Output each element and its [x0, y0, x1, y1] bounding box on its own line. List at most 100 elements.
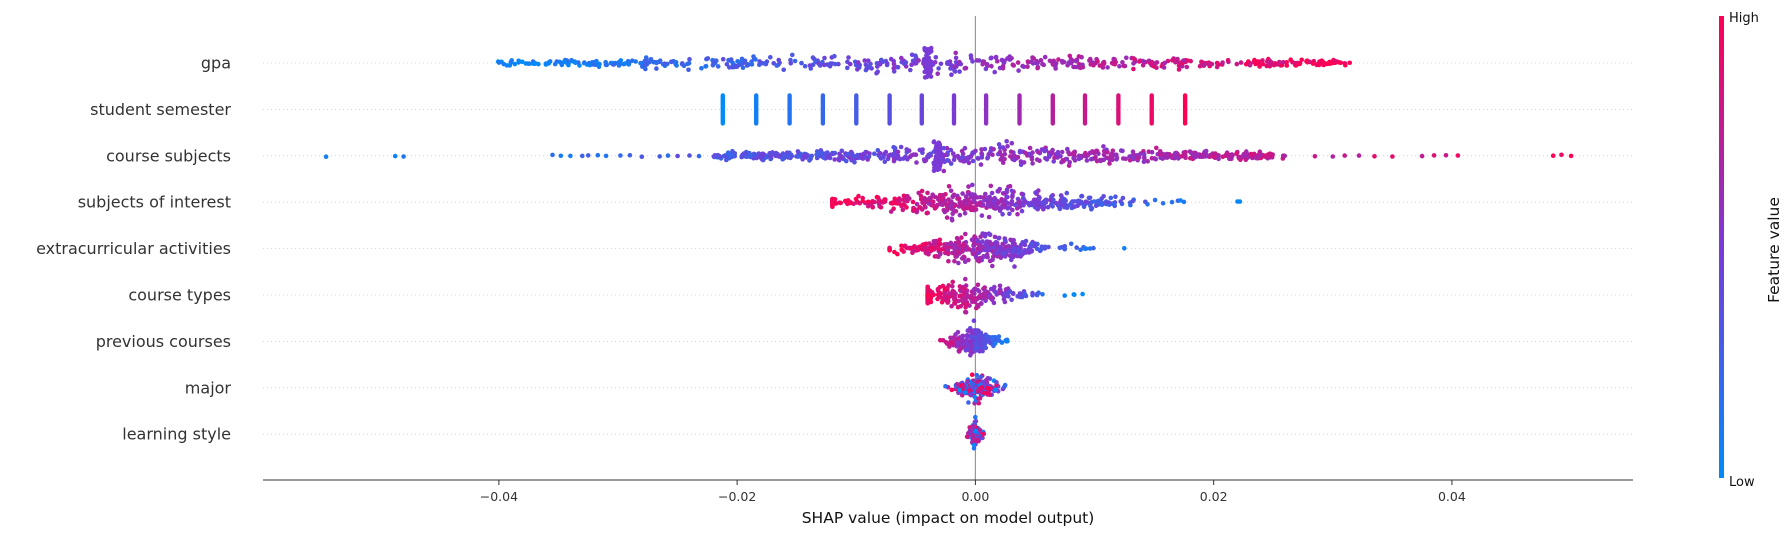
data-point: [1188, 155, 1193, 161]
data-point: [989, 295, 994, 300]
x-tick-label: 0.02: [1200, 489, 1228, 504]
data-point: [1443, 153, 1449, 158]
data-point: [848, 61, 853, 67]
data-point: [917, 147, 923, 153]
data-point: [392, 153, 398, 159]
data-point: [559, 62, 565, 68]
data-point: [930, 292, 935, 298]
data-point: [1012, 241, 1017, 247]
data-point: [937, 144, 943, 149]
data-point: [955, 196, 960, 201]
data-point: [906, 148, 912, 153]
data-point: [745, 61, 750, 67]
data-point: [1067, 53, 1073, 59]
data-point: [1182, 121, 1188, 126]
data-point: [992, 198, 997, 204]
colorbar-low-label: Low: [1729, 475, 1755, 490]
data-point: [1164, 155, 1170, 160]
data-point: [845, 151, 851, 157]
data-point: [942, 295, 948, 301]
data-point: [728, 57, 734, 62]
data-point: [1261, 154, 1267, 159]
data-point: [768, 55, 773, 60]
data-point: [971, 240, 977, 246]
data-point: [1034, 58, 1039, 64]
data-point: [990, 257, 995, 263]
data-point: [976, 200, 982, 206]
data-point: [961, 242, 967, 248]
data-point: [1088, 203, 1093, 209]
data-point: [996, 244, 1002, 250]
data-point: [1132, 57, 1138, 62]
data-point: [1160, 201, 1166, 206]
data-point: [1029, 200, 1034, 206]
data-point: [969, 237, 975, 242]
data-point: [1105, 150, 1110, 155]
data-point: [990, 263, 995, 269]
data-point: [975, 438, 980, 443]
data-point: [1064, 156, 1070, 162]
data-point: [1009, 297, 1014, 303]
feature-labels: gpa student semester course subjects subjec…: [36, 54, 231, 444]
data-point: [893, 153, 899, 159]
data-point: [1330, 154, 1336, 159]
data-point: [914, 201, 920, 207]
data-point: [993, 54, 999, 60]
data-point: [760, 157, 766, 163]
data-point: [994, 251, 999, 256]
data-point: [627, 153, 633, 158]
data-point: [749, 62, 755, 67]
data-point: [980, 231, 985, 236]
data-point: [1058, 193, 1064, 198]
data-point: [1137, 59, 1142, 64]
data-point: [938, 150, 943, 155]
data-point: [963, 390, 968, 395]
data-point: [572, 60, 578, 65]
data-point: [1106, 200, 1112, 205]
data-point: [979, 155, 985, 160]
data-point: [849, 150, 855, 156]
data-point: [1113, 59, 1118, 65]
data-point: [855, 67, 860, 72]
data-point: [1015, 211, 1020, 217]
data-point: [1005, 194, 1010, 200]
data-point: [1118, 199, 1123, 204]
data-point: [934, 253, 939, 259]
data-point: [882, 159, 888, 164]
data-point: [970, 433, 975, 438]
data-point: [1046, 152, 1052, 158]
data-point: [907, 196, 912, 201]
data-point: [1033, 190, 1038, 195]
data-point: [787, 121, 792, 126]
data-point: [1281, 153, 1286, 158]
data-point: [788, 61, 794, 66]
data-point: [962, 298, 968, 303]
data-point: [960, 151, 966, 157]
data-point: [911, 207, 917, 213]
data-point: [985, 197, 991, 203]
data-point: [1181, 199, 1187, 205]
data-point: [761, 151, 766, 157]
data-point: [1005, 144, 1010, 149]
data-point: [1347, 60, 1352, 66]
data-point: [949, 199, 954, 204]
data-point: [1199, 59, 1204, 65]
data-point: [982, 285, 987, 290]
data-point: [949, 72, 954, 77]
data-point: [1004, 200, 1009, 205]
data-point: [1297, 61, 1302, 67]
data-point: [945, 157, 950, 163]
data-point: [1042, 201, 1047, 206]
data-point: [1091, 245, 1096, 251]
data-point: [1568, 153, 1574, 159]
data-point: [974, 372, 980, 378]
data-point: [1045, 204, 1051, 210]
data-point: [1061, 158, 1066, 164]
data-point: [501, 61, 507, 67]
data-point: [1020, 240, 1025, 245]
data-point: [903, 60, 909, 65]
data-point: [955, 341, 961, 346]
data-point: [988, 183, 994, 189]
data-point: [1029, 241, 1034, 247]
data-point: [1208, 154, 1213, 159]
